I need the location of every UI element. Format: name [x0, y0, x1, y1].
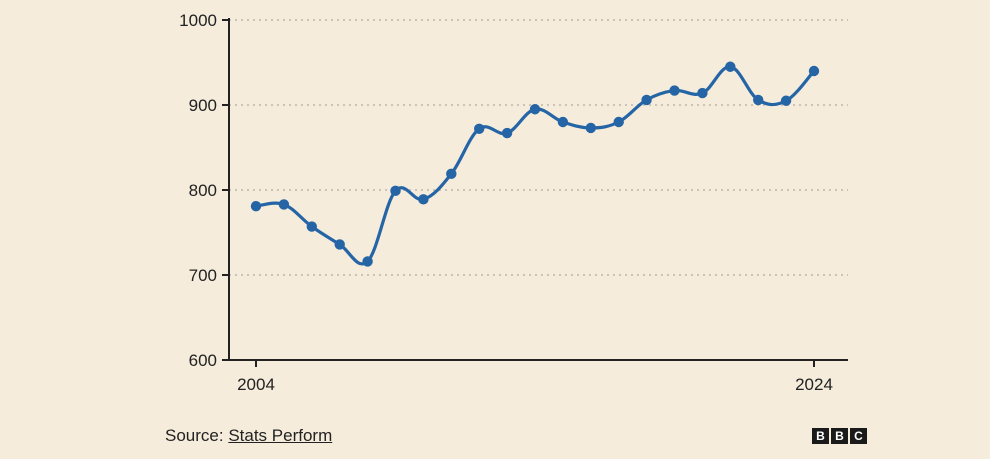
source-prefix: Source: [165, 426, 229, 445]
data-point-2005 [278, 199, 290, 210]
data-point-2024 [808, 65, 820, 77]
y-tick-label-600: 600 [189, 351, 217, 370]
x-tick-label-2004: 2004 [237, 375, 275, 394]
bbc-logo-block-3: C [850, 428, 867, 444]
data-point-2016 [585, 122, 596, 134]
data-point-2014 [529, 104, 541, 115]
y-tick-label-1000: 1000 [179, 11, 217, 30]
data-point-2011 [446, 168, 457, 180]
data-point-2006 [306, 221, 317, 232]
data-point-2023 [780, 95, 792, 106]
source-note: Source: Stats Perform [165, 426, 332, 446]
source-link[interactable]: Stats Perform [228, 426, 333, 445]
series-line [254, 65, 816, 266]
data-point-2015 [557, 116, 569, 128]
data-point-2019 [669, 85, 680, 96]
data-point-2012 [474, 123, 485, 134]
bbc-logo-block-2: B [831, 428, 848, 444]
data-point-2020 [697, 87, 708, 99]
y-tick-label-900: 900 [189, 96, 217, 115]
data-point-2008 [362, 256, 373, 267]
axes [222, 18, 848, 367]
y-tick-label-800: 800 [189, 181, 217, 200]
y-tick-label-700: 700 [189, 266, 217, 285]
data-point-2004 [250, 200, 262, 212]
data-point-2021 [725, 61, 736, 72]
x-axis-tick-labels: 2004 2024 [237, 375, 833, 394]
data-point-2022 [753, 94, 764, 106]
bbc-logo: B B C [812, 428, 867, 444]
data-point-2009 [390, 185, 401, 197]
x-tick-label-2024: 2024 [795, 375, 833, 394]
bbc-logo-block-1: B [812, 428, 829, 444]
y-axis-tick-labels: 600 700 800 900 1000 [179, 11, 217, 370]
data-point-2007 [334, 239, 345, 250]
data-point-2017 [613, 116, 624, 128]
data-points [250, 61, 820, 267]
data-point-2013 [501, 127, 513, 139]
grid-lines [229, 19, 848, 276]
data-point-2010 [418, 194, 429, 205]
data-point-2018 [641, 94, 652, 106]
